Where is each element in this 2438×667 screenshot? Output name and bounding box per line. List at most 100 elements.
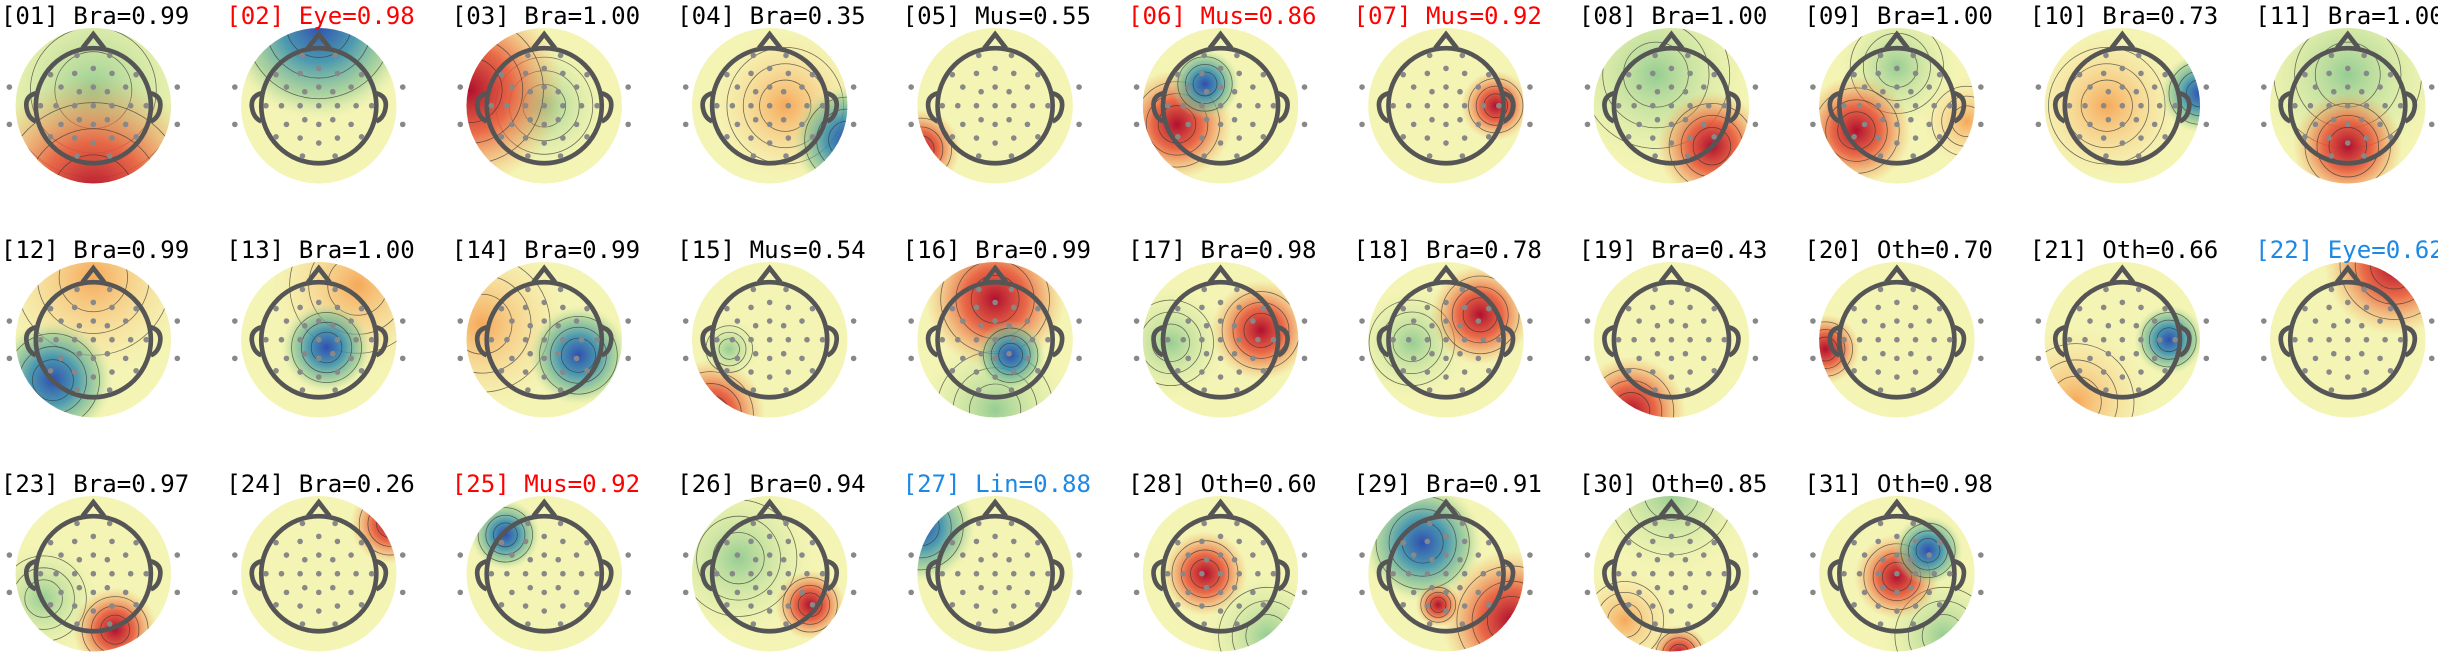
electrode: [1684, 52, 1691, 59]
electrode: [348, 552, 354, 558]
electrode: [1443, 533, 1449, 540]
electrode: [174, 355, 181, 362]
electrode: [104, 584, 111, 591]
electrode: [1705, 102, 1712, 109]
electrode: [2162, 367, 2168, 374]
electrode: [301, 350, 308, 357]
electrode: [2312, 84, 2319, 90]
electrode: [1255, 336, 1261, 343]
map-fill: [1854, 515, 1975, 652]
electrode: [297, 336, 303, 343]
electrode: [174, 318, 181, 324]
electrode: [1217, 65, 1224, 72]
electrode: [283, 355, 290, 362]
electrode: [1584, 552, 1591, 558]
electrode: [332, 621, 338, 627]
electrode: [819, 102, 826, 109]
electrode: [1035, 71, 1041, 78]
electrode: [1461, 603, 1468, 609]
contour-line: [285, 27, 352, 58]
electrode: [1978, 84, 1984, 90]
electrode: [584, 601, 590, 608]
electrode: [2119, 355, 2126, 362]
electrode: [525, 52, 531, 59]
right-ear: [1953, 325, 1967, 358]
electrode: [1164, 102, 1171, 109]
head-outline: [258, 513, 379, 634]
electrode: [504, 336, 510, 343]
electrode: [959, 318, 966, 324]
electrode: [527, 584, 534, 591]
contour-line: [1593, 581, 1665, 652]
electrode: [1424, 603, 1431, 609]
electrode: [2397, 102, 2404, 109]
electrode: [682, 355, 689, 362]
electrode: [2326, 336, 2332, 343]
component-title: [06] Mus=0.86: [1128, 2, 1316, 30]
electrode: [1684, 387, 1691, 393]
electrode: [1584, 355, 1591, 362]
electrode: [1035, 539, 1041, 546]
electrode: [2119, 121, 2126, 128]
contour-line: [58, 261, 128, 313]
electrode: [748, 369, 754, 375]
electrode: [2119, 84, 2126, 90]
electrode: [2328, 286, 2335, 293]
electrode: [850, 589, 857, 596]
electrode: [297, 538, 303, 545]
electrode: [1426, 286, 1433, 293]
electrode: [1636, 121, 1642, 128]
electrode: [992, 552, 998, 558]
electrode: [1410, 84, 1417, 90]
nose: [531, 30, 557, 50]
electrode: [1236, 570, 1243, 577]
electrode: [358, 539, 365, 546]
electrode: [1682, 556, 1689, 563]
electrode: [724, 305, 730, 312]
electrode: [1457, 556, 1463, 563]
electrode: [2172, 102, 2178, 109]
electrode: [1625, 367, 1632, 374]
contour-line: [1218, 586, 1299, 652]
electrode: [1443, 355, 1449, 362]
electrode: [1880, 556, 1886, 563]
electrode: [37, 570, 44, 577]
electrode: [766, 102, 773, 109]
electrode: [1199, 369, 1205, 375]
electrode: [1910, 520, 1917, 527]
activation-blob: [1593, 570, 1675, 652]
electrode: [1654, 556, 1661, 563]
electrode: [329, 88, 336, 95]
electrode: [283, 318, 290, 324]
electrode: [2087, 121, 2093, 128]
electrode: [2162, 305, 2168, 312]
electrode: [1894, 589, 1900, 596]
left-ear: [1602, 559, 1615, 592]
contour-line: [376, 509, 397, 539]
component-title: [12] Bra=0.99: [1, 236, 189, 264]
electrode: [273, 601, 279, 608]
electrode: [2382, 102, 2388, 109]
contour-line: [539, 316, 618, 395]
electrode: [992, 608, 998, 614]
contour-line: [1392, 323, 1431, 363]
head-outline: [33, 513, 154, 634]
electrode: [71, 538, 78, 545]
electrode: [1810, 552, 1816, 558]
electrode: [104, 350, 111, 357]
electrode: [1180, 102, 1187, 109]
topomap: [232, 261, 406, 418]
electrode: [1875, 538, 1882, 545]
electrode: [766, 533, 773, 540]
electrode: [1201, 52, 1208, 59]
electrode: [334, 304, 341, 311]
electrode: [1443, 121, 1449, 128]
electrode: [348, 121, 354, 128]
topomap: [232, 27, 406, 184]
electrode: [2138, 135, 2144, 141]
electrode: [541, 355, 548, 362]
electrode: [58, 84, 64, 90]
nose: [2335, 30, 2361, 50]
component-title: [07] Mus=0.92: [1353, 2, 1541, 30]
electrode: [1625, 539, 1632, 546]
